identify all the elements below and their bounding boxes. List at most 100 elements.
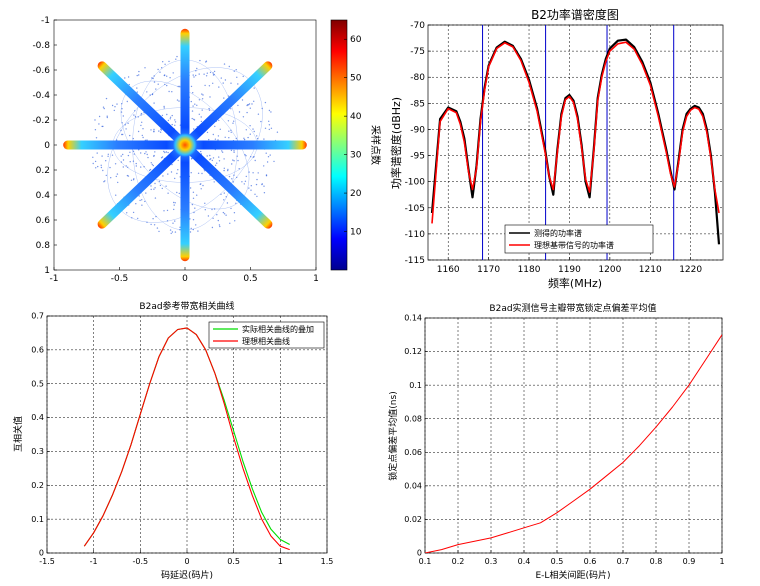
scatter-dot (247, 104, 250, 106)
scatter-dot (227, 169, 229, 172)
scatter-dot (101, 125, 103, 128)
scatter-dot (194, 103, 196, 105)
psd-legend: 测得的功率谱 理想基带信号的功率谱 (504, 224, 654, 254)
scatter-dot (122, 159, 125, 161)
scatter-dot (141, 204, 143, 206)
scatter-dot (238, 168, 240, 170)
scatter-dot (209, 71, 212, 74)
autocorr-legend-ideal: 理想相关曲线 (242, 336, 290, 346)
autocorr-ylabel: 互相关值 (12, 416, 24, 452)
scatter-dot (135, 162, 137, 165)
scatter-dot (162, 175, 164, 177)
constellation-y-tick-label: 0.8 (36, 241, 51, 251)
scatter-dot (218, 119, 220, 122)
psd-x-ticks: 1160 1170 1180 1190 1200 1210 1220 (437, 257, 702, 275)
scatter-dot (132, 137, 134, 140)
scatter-dot (190, 172, 192, 174)
scatter-dot (263, 165, 265, 167)
scatter-dot (174, 220, 176, 222)
bias-x-tick-label: 0.4 (518, 557, 531, 566)
scatter-dot (153, 128, 155, 131)
scatter-dot (212, 157, 215, 159)
psd-panel: B2功率谱密度图 1160 1170 1180 1190 1200 1210 1220 -7… (389, 7, 724, 290)
scatter-dot (249, 107, 251, 109)
scatter-dot (200, 188, 202, 190)
constellation-y-tick-label: 1 (44, 266, 50, 276)
scatter-dot (154, 151, 156, 153)
scatter-dot (189, 231, 192, 233)
scatter-dot (192, 92, 194, 94)
autocorr-y-tick-label: 0.7 (31, 312, 44, 321)
scatter-dot (253, 100, 255, 103)
bias-y-tick-label: 0.06 (404, 448, 422, 457)
scatter-dot (192, 105, 194, 107)
scatter-dot (150, 129, 152, 131)
scatter-dot (173, 204, 175, 206)
scatter-dot (128, 83, 130, 86)
scatter-dot (169, 118, 171, 120)
bias-x-tick-label: 0.5 (551, 557, 564, 566)
scatter-dot (212, 82, 214, 85)
scatter-dot (234, 220, 236, 222)
scatter-dot (228, 65, 230, 68)
scatter-dot (94, 119, 96, 121)
scatter-dot (252, 128, 254, 130)
scatter-dot (107, 155, 109, 157)
scatter-dot (201, 93, 203, 95)
scatter-dot (111, 104, 114, 107)
colorbar-ticks: 10 20 30 40 50 60 (344, 35, 362, 238)
bias-title: B2ad实测信号主瓣带宽锁定点偏差平均值 (489, 302, 656, 314)
scatter-dot (107, 153, 110, 155)
scatter-dot (146, 139, 148, 141)
scatter-dot (256, 178, 258, 181)
scatter-dot (247, 136, 249, 139)
scatter-dot (233, 151, 235, 153)
scatter-dot (177, 159, 179, 162)
autocorr-xlabel: 码延迟(码片) (161, 569, 213, 581)
scatter-dot (158, 130, 160, 132)
scatter-dot (113, 109, 116, 112)
scatter-dot (255, 183, 258, 186)
scatter-dot (192, 74, 194, 76)
scatter-dot (193, 119, 196, 121)
scatter-dot (178, 100, 180, 102)
scatter-dot (209, 96, 211, 98)
autocorr-x-tick-label: 1 (278, 557, 283, 566)
scatter-dot (158, 230, 160, 233)
scatter-dot (174, 121, 177, 123)
scatter-dot (214, 125, 216, 128)
scatter-dot (171, 163, 173, 166)
scatter-dot (150, 162, 152, 164)
psd-title: B2功率谱密度图 (531, 7, 619, 22)
scatter-dot (265, 152, 267, 154)
scatter-dot (252, 172, 254, 174)
constellation-y-tick-label: 0.4 (36, 191, 51, 201)
bias-x-tick-label: 0.2 (452, 557, 465, 566)
scatter-dot (138, 195, 140, 197)
scatter-dot (217, 139, 219, 141)
scatter-dot (92, 162, 94, 165)
scatter-dot (264, 127, 267, 129)
psd-y-tick-label: -70 (410, 21, 425, 31)
scatter-dot (135, 203, 137, 205)
constellation-arm (183, 61, 273, 147)
autocorr-line-ideal (83, 327, 290, 551)
autocorr-x-tick-label: -0.5 (133, 557, 149, 566)
scatter-dot (124, 124, 127, 126)
scatter-dot (205, 60, 208, 62)
scatter-dot (249, 133, 251, 135)
bias-x-tick-label: 0.9 (683, 557, 696, 566)
constellation-y-tick-label: -1 (41, 16, 50, 26)
scatter-dot (199, 59, 201, 62)
scatter-dot (129, 151, 131, 153)
constellation-panel: -1 -0.5 0 0.5 1 -1 -0.8 -0.6 -0.4 -0.2 0 0.2 0.4 0.6… (32, 16, 382, 284)
scatter-dot (265, 174, 268, 176)
scatter-dot (208, 107, 210, 110)
scatter-dot (243, 138, 246, 141)
scatter-dot (192, 191, 195, 193)
scatter-dot (170, 232, 172, 235)
scatter-dot (268, 124, 271, 126)
scatter-dot (195, 224, 197, 226)
scatter-dot (263, 192, 266, 194)
scatter-dot (150, 223, 152, 226)
